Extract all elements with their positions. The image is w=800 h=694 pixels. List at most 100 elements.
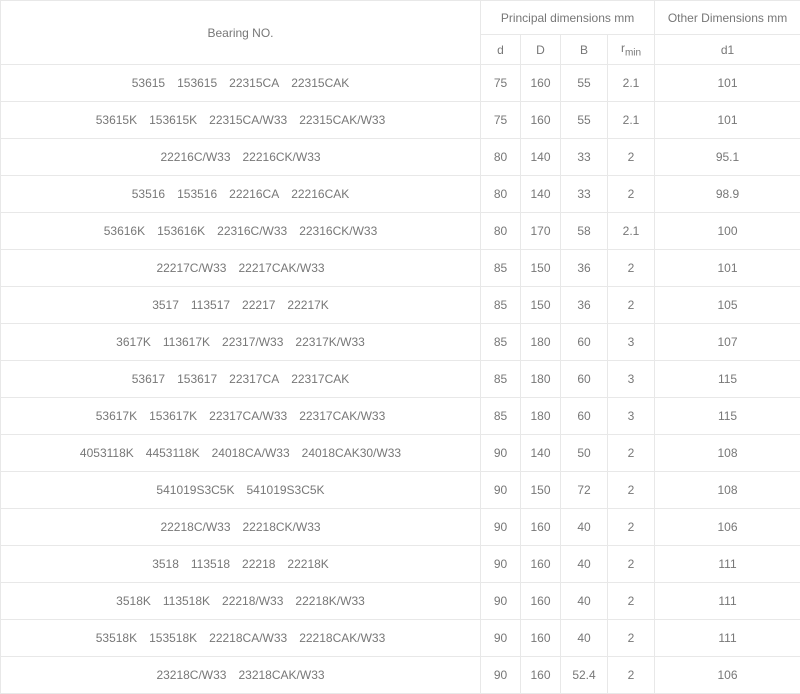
cell-d1: 101 (655, 65, 800, 102)
cell-B: 50 (561, 435, 608, 472)
bearing-part: 22317K/W33 (295, 335, 364, 349)
header-rmin: rmin (608, 35, 655, 65)
cell-d1: 98.9 (655, 176, 800, 213)
cell-B: 60 (561, 361, 608, 398)
bearing-part: 24018CAK30/W33 (302, 446, 401, 460)
table-row: 541019S3C5K541019S3C5K90150722108 (1, 472, 800, 509)
bearing-part: 113617K (163, 335, 210, 349)
cell-d1: 106 (655, 657, 800, 694)
cell-rmin: 3 (608, 398, 655, 435)
table-row: 5351615351622216CA22216CAK8014033298.9 (1, 176, 800, 213)
cell-d: 80 (481, 213, 521, 250)
bearing-part: 113517 (191, 298, 230, 312)
bearing-part: 541019S3C5K (156, 483, 234, 497)
cell-d1: 95.1 (655, 139, 800, 176)
table-row: 53617K153617K22317CA/W3322317CAK/W338518… (1, 398, 800, 435)
bearing-part: 22218 (242, 557, 275, 571)
cell-B: 36 (561, 287, 608, 324)
bearing-part: 24018CA/W33 (212, 446, 290, 460)
bearing-part: 22216CK/W33 (243, 150, 321, 164)
cell-bearing-no: 53615K153615K22315CA/W3322315CAK/W33 (1, 102, 481, 139)
table-header: Bearing NO. Principal dimensions mm Othe… (1, 1, 800, 65)
bearing-part: 53518K (96, 631, 137, 645)
cell-bearing-no: 23218C/W3323218CAK/W33 (1, 657, 481, 694)
header-d: d (481, 35, 521, 65)
bearing-part: 22217C/W33 (156, 261, 226, 275)
cell-d1: 108 (655, 435, 800, 472)
cell-D: 140 (521, 176, 561, 213)
cell-D: 160 (521, 102, 561, 139)
bearing-part: 22317CAK (291, 372, 349, 386)
bearing-part: 53617K (96, 409, 137, 423)
bearing-part: 22217 (242, 298, 275, 312)
bearing-part: 3518K (116, 594, 151, 608)
cell-rmin: 2 (608, 250, 655, 287)
cell-d: 85 (481, 287, 521, 324)
cell-d1: 115 (655, 398, 800, 435)
cell-d: 85 (481, 324, 521, 361)
cell-B: 60 (561, 398, 608, 435)
cell-d: 80 (481, 176, 521, 213)
bearing-part: 3518 (152, 557, 179, 571)
bearing-part: 153617 (177, 372, 217, 386)
cell-B: 52.4 (561, 657, 608, 694)
cell-B: 40 (561, 620, 608, 657)
cell-D: 160 (521, 509, 561, 546)
cell-d: 75 (481, 102, 521, 139)
header-bearing-no: Bearing NO. (1, 1, 481, 65)
cell-rmin: 2.1 (608, 213, 655, 250)
table-row: 5361715361722317CA22317CAK85180603115 (1, 361, 800, 398)
header-D: D (521, 35, 561, 65)
cell-D: 160 (521, 620, 561, 657)
bearing-table: Bearing NO. Principal dimensions mm Othe… (0, 0, 800, 694)
header-other-group: Other Dimensions mm (655, 1, 800, 35)
cell-rmin: 3 (608, 324, 655, 361)
cell-D: 140 (521, 139, 561, 176)
bearing-part: 22216C/W33 (160, 150, 230, 164)
cell-rmin: 3 (608, 361, 655, 398)
cell-rmin: 2 (608, 472, 655, 509)
cell-rmin: 2 (608, 509, 655, 546)
table-row: 35171135172221722217K85150362105 (1, 287, 800, 324)
cell-rmin: 2 (608, 139, 655, 176)
bearing-part: 53616K (104, 224, 145, 238)
bearing-part: 4053118K (80, 446, 134, 460)
cell-B: 58 (561, 213, 608, 250)
cell-D: 150 (521, 287, 561, 324)
bearing-part: 153518K (149, 631, 197, 645)
cell-d1: 105 (655, 287, 800, 324)
bearing-part: 153617K (149, 409, 197, 423)
cell-rmin: 2 (608, 620, 655, 657)
bearing-part: 22217K (287, 298, 328, 312)
cell-d: 90 (481, 472, 521, 509)
cell-d1: 101 (655, 250, 800, 287)
cell-D: 160 (521, 65, 561, 102)
cell-B: 55 (561, 102, 608, 139)
bearing-part: 3517 (152, 298, 179, 312)
bearing-part: 53617 (132, 372, 165, 386)
cell-bearing-no: 3517 113517 22217 22217K (1, 287, 481, 324)
cell-d1: 111 (655, 583, 800, 620)
header-principal-group: Principal dimensions mm (481, 1, 655, 35)
cell-B: 60 (561, 324, 608, 361)
table-row: 22218C/W3322218CK/W3390160402106 (1, 509, 800, 546)
cell-bearing-no: 22218C/W3322218CK/W33 (1, 509, 481, 546)
bearing-part: 4453118K (146, 446, 200, 460)
cell-d: 85 (481, 250, 521, 287)
cell-D: 180 (521, 398, 561, 435)
bearing-part: 22315CA/W33 (209, 113, 287, 127)
bearing-part: 22315CAK (291, 76, 349, 90)
cell-d: 85 (481, 361, 521, 398)
bearing-part: 22216CA (229, 187, 279, 201)
bearing-part: 22218CAK/W33 (299, 631, 385, 645)
cell-d: 90 (481, 435, 521, 472)
cell-B: 55 (561, 65, 608, 102)
cell-D: 140 (521, 435, 561, 472)
bearing-part: 153516 (177, 187, 217, 201)
cell-D: 170 (521, 213, 561, 250)
cell-D: 150 (521, 472, 561, 509)
cell-bearing-no: 5361515361522315CA22315CAK (1, 65, 481, 102)
cell-d: 90 (481, 620, 521, 657)
table-row: 23218C/W3323218CAK/W339016052.42106 (1, 657, 800, 694)
table-row: 5361515361522315CA22315CAK75160552.1101 (1, 65, 800, 102)
